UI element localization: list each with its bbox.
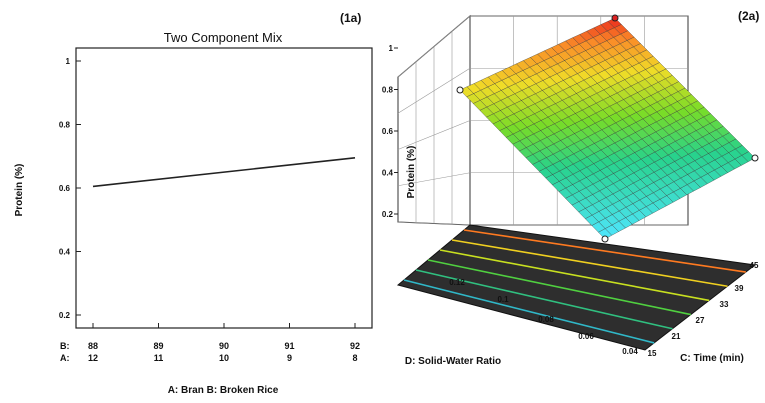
c-tick-label: 27 xyxy=(696,316,705,325)
z-tick-label: 1 xyxy=(389,44,394,53)
row-a-label: A: xyxy=(60,353,70,363)
design-point xyxy=(611,14,619,22)
d-tick-label: 0.04 xyxy=(622,347,638,356)
d-ticks: 0.04 0.06 0.08 0.1 0.12 xyxy=(449,278,638,356)
y-tick-label: 0.2 xyxy=(59,311,71,320)
c-tick-label: 45 xyxy=(750,261,759,270)
x-tick-label-b: 90 xyxy=(219,341,229,351)
z-tick-label: 0.8 xyxy=(382,86,394,95)
y-tick-label: 0.8 xyxy=(59,121,71,130)
y-tick-label: 0.6 xyxy=(59,184,71,193)
z-tick-label: 0.6 xyxy=(382,127,394,136)
wall-grid-line xyxy=(397,15,471,78)
x-tick-label-b: 92 xyxy=(350,341,360,351)
c-ticks: 15 21 27 33 39 45 xyxy=(648,261,759,358)
c-tick-label: 39 xyxy=(735,284,744,293)
d-tick-label: 0.12 xyxy=(449,278,465,287)
y-tick-label: 1 xyxy=(66,57,71,66)
panel-1a-tag: (1a) xyxy=(340,11,361,25)
plot-frame xyxy=(75,47,373,329)
row-b-label: B: xyxy=(60,341,70,351)
d-tick-label: 0.1 xyxy=(497,295,509,304)
design-point xyxy=(751,154,759,162)
x-tick-label-b: 91 xyxy=(284,341,294,351)
wall-grid-line xyxy=(397,221,471,226)
x-axis-label: A: Bran B: Broken Rice xyxy=(168,385,279,396)
x-tick-label-a: 12 xyxy=(88,353,98,363)
contour-line xyxy=(451,239,728,288)
y-tick-label: 0.4 xyxy=(59,248,71,257)
c-tick-label: 21 xyxy=(672,332,681,341)
response-surface xyxy=(459,17,756,240)
floor-plane xyxy=(396,224,757,351)
design-point-markers xyxy=(456,14,759,243)
panel-2a: 0.2 0.4 0.6 0.8 1 0.04 0.06 0.08 0.1 0.12 15 21 27… xyxy=(382,9,759,367)
panel-1a-title: Two Component Mix xyxy=(164,30,283,45)
x-tick-label-b: 88 xyxy=(88,341,98,351)
z-axis-label: Protein (%) xyxy=(406,146,417,199)
contour-line xyxy=(427,259,691,316)
x-ticks: 88 12 89 11 90 10 91 9 92 8 xyxy=(88,323,360,363)
c-tick-label: 33 xyxy=(720,300,729,309)
z-tick-label: 0.2 xyxy=(382,210,394,219)
d-tick-label: 0.06 xyxy=(578,332,594,341)
d-tick-label: 0.08 xyxy=(538,315,554,324)
z-tick-label: 0.4 xyxy=(382,169,394,178)
c-axis-label: C: Time (min) xyxy=(680,353,744,364)
contour-line xyxy=(439,249,710,302)
panel-1a: (1a) Two Component Mix Protein (%) 0.20.… xyxy=(14,11,373,396)
panel-2a-tag: (2a) xyxy=(738,9,759,23)
x-tick-label-a: 10 xyxy=(219,353,229,363)
design-point xyxy=(601,235,609,243)
d-axis-label: D: Solid-Water Ratio xyxy=(405,356,501,367)
series-line xyxy=(92,157,356,188)
floor-contours xyxy=(403,229,746,344)
y-ticks: 0.2 0.4 0.6 0.8 1 xyxy=(59,57,81,320)
x-tick-label-b: 89 xyxy=(153,341,163,351)
y-axis-label: Protein (%) xyxy=(14,164,25,217)
c-tick-label: 15 xyxy=(648,349,657,358)
contour-line xyxy=(403,279,655,344)
x-tick-label-a: 11 xyxy=(154,353,164,363)
contour-line xyxy=(463,229,746,273)
x-tick-label-a: 8 xyxy=(352,353,357,363)
x-tick-label-a: 9 xyxy=(287,353,292,363)
z-ticks: 0.2 0.4 0.6 0.8 1 xyxy=(382,44,398,219)
contour-line xyxy=(415,269,673,330)
design-point xyxy=(456,86,464,94)
